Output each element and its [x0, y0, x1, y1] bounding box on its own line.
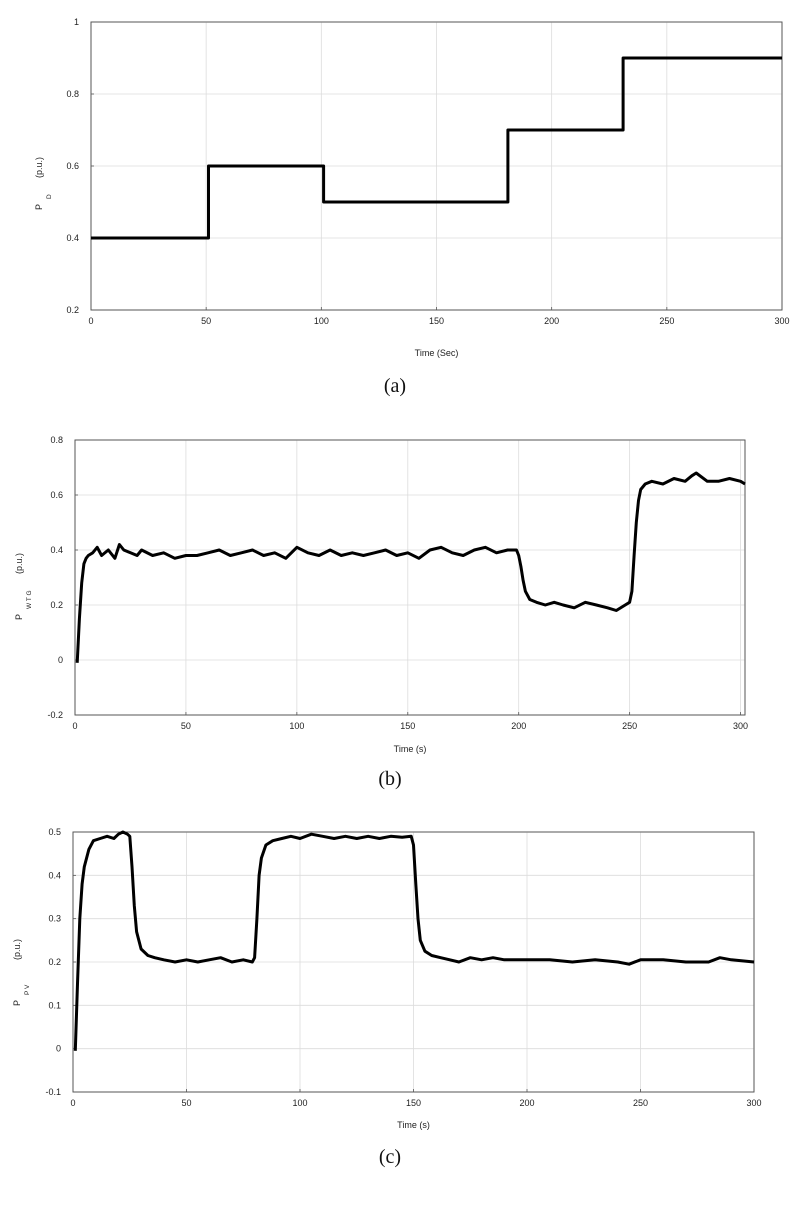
x-tick-label: 150: [406, 1098, 421, 1108]
x-tick-label: 50: [201, 316, 211, 326]
y-axis-label-subscript: D: [46, 194, 53, 199]
y-tick-label: -0.1: [45, 1087, 61, 1097]
figure-caption: (c): [379, 1146, 401, 1168]
y-tick-label: 1: [74, 17, 79, 27]
x-tick-label: 200: [519, 1098, 534, 1108]
y-axis-label-subscript: W T G: [26, 590, 33, 609]
y-tick-label: 0.8: [50, 435, 63, 445]
y-tick-label: 0.2: [48, 957, 61, 967]
y-axis-label-subscript: P V: [24, 984, 31, 995]
y-axis-label: PW T G (p.u.): [14, 553, 33, 620]
y-axis-label-unit: (p.u.): [34, 157, 44, 178]
figure-caption: (b): [378, 768, 401, 790]
y-tick-label: 0.2: [66, 305, 79, 315]
x-tick-label: 250: [659, 316, 674, 326]
series-line: [73, 830, 755, 1051]
x-tick-label: 150: [400, 721, 415, 731]
y-tick-label: 0.4: [48, 870, 61, 880]
series-line: [91, 56, 782, 240]
x-tick-label: 250: [622, 721, 637, 731]
x-tick-label: 300: [774, 316, 789, 326]
y-tick-label: 0.2: [50, 600, 63, 610]
y-tick-label: 0: [58, 655, 63, 665]
y-tick-label: 0.4: [50, 545, 63, 555]
chart-c: 0 50 100 150 200 250 300 -0.1 0 0.1 0.2 0.3 0.4 0.5 Ti…: [12, 827, 762, 1168]
y-tick-label: 0.1: [48, 1000, 61, 1010]
y-tick-label: 0.3: [48, 914, 61, 924]
plot-area: [74, 439, 746, 716]
y-axis-label-symbol: P: [12, 1000, 22, 1006]
x-axis-label: Time (Sec): [415, 348, 459, 358]
figure-caption: (a): [384, 375, 406, 397]
x-tick-label: 50: [181, 721, 191, 731]
x-axis-label: Time (s): [394, 744, 427, 754]
y-tick-label: 0.6: [66, 161, 79, 171]
x-tick-label: 300: [733, 721, 748, 731]
y-tick-label: 0.8: [66, 89, 79, 99]
x-tick-label: 150: [429, 316, 444, 326]
x-tick-label: 100: [292, 1098, 307, 1108]
y-axis-label-unit: (p.u.): [12, 939, 22, 960]
y-axis-label-symbol: P: [14, 614, 24, 620]
chart-a: 0 50 100 150 200 250 300 0.2 0.4 0.6 0.8 1 Time (Sec…: [34, 17, 790, 397]
y-axis-label: PP V (p.u.): [12, 939, 31, 1006]
plot-frame: [74, 439, 746, 716]
y-tick-label: 0.6: [50, 490, 63, 500]
series-line: [75, 471, 746, 663]
x-tick-label: 0: [88, 316, 93, 326]
x-tick-label: 200: [544, 316, 559, 326]
y-tick-label: -0.2: [47, 710, 63, 720]
x-tick-label: 0: [70, 1098, 75, 1108]
x-axis-label: Time (s): [397, 1120, 430, 1130]
y-tick-label: 0.5: [48, 827, 61, 837]
y-axis-label: PD (p.u.): [34, 157, 53, 210]
chart-b: 0 50 100 150 200 250 300 -0.2 0 0.2 0.4 0.6 0.8 Time …: [14, 435, 748, 790]
x-tick-label: 50: [181, 1098, 191, 1108]
x-tick-label: 100: [289, 721, 304, 731]
y-tick-label: 0: [56, 1044, 61, 1054]
y-tick-label: 0.4: [66, 233, 79, 243]
y-axis-label-symbol: P: [34, 204, 44, 210]
y-axis-label-unit: (p.u.): [14, 553, 24, 574]
x-tick-label: 200: [511, 721, 526, 731]
x-tick-label: 0: [72, 721, 77, 731]
x-tick-label: 300: [746, 1098, 761, 1108]
x-tick-label: 100: [314, 316, 329, 326]
x-tick-label: 250: [633, 1098, 648, 1108]
